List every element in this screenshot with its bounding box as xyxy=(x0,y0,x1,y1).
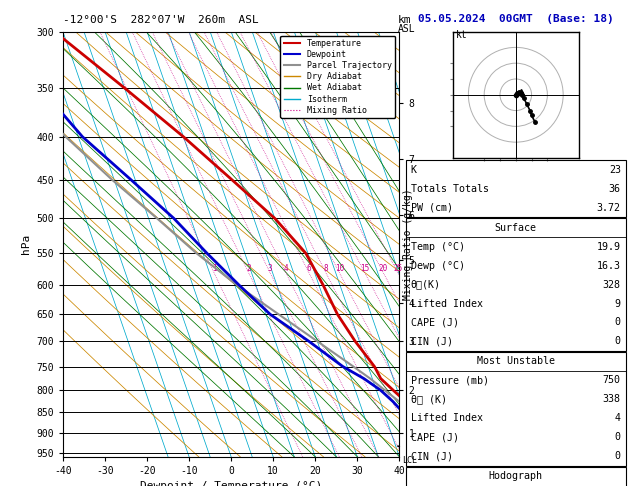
Text: 0: 0 xyxy=(615,336,621,347)
Text: 2: 2 xyxy=(247,263,251,273)
Text: 3.72: 3.72 xyxy=(597,203,621,213)
Text: 4: 4 xyxy=(615,413,621,423)
Text: 05.05.2024  00GMT  (Base: 18): 05.05.2024 00GMT (Base: 18) xyxy=(418,14,614,24)
Text: 0: 0 xyxy=(615,317,621,328)
Text: 4: 4 xyxy=(284,263,288,273)
Text: θᴄ(K): θᴄ(K) xyxy=(411,279,441,290)
Text: Lifted Index: Lifted Index xyxy=(411,298,482,309)
Text: 0: 0 xyxy=(615,451,621,461)
Text: 6: 6 xyxy=(306,263,311,273)
Text: Totals Totals: Totals Totals xyxy=(411,184,489,194)
Text: K: K xyxy=(411,165,417,175)
Text: 9: 9 xyxy=(615,298,621,309)
Text: km: km xyxy=(398,15,411,25)
Text: Most Unstable: Most Unstable xyxy=(477,356,555,366)
Text: Dewp (°C): Dewp (°C) xyxy=(411,260,465,271)
Text: kt: kt xyxy=(456,30,467,40)
Text: 8: 8 xyxy=(323,263,328,273)
Text: 20: 20 xyxy=(379,263,388,273)
Text: 16.3: 16.3 xyxy=(597,260,621,271)
Text: 36: 36 xyxy=(609,184,621,194)
X-axis label: Dewpoint / Temperature (°C): Dewpoint / Temperature (°C) xyxy=(140,482,322,486)
Y-axis label: hPa: hPa xyxy=(21,234,31,254)
Text: 10: 10 xyxy=(335,263,344,273)
Text: Temp (°C): Temp (°C) xyxy=(411,242,465,252)
Legend: Temperature, Dewpoint, Parcel Trajectory, Dry Adiabat, Wet Adiabat, Isotherm, Mi: Temperature, Dewpoint, Parcel Trajectory… xyxy=(281,36,395,118)
Text: CAPE (J): CAPE (J) xyxy=(411,317,459,328)
Text: 3: 3 xyxy=(268,263,272,273)
Text: Pressure (mb): Pressure (mb) xyxy=(411,375,489,385)
Text: CAPE (J): CAPE (J) xyxy=(411,432,459,442)
Text: 19.9: 19.9 xyxy=(597,242,621,252)
Text: ASL: ASL xyxy=(398,24,415,35)
Text: -12°00'S  282°07'W  260m  ASL: -12°00'S 282°07'W 260m ASL xyxy=(63,15,259,25)
Text: Mixing Ratio (g/kg): Mixing Ratio (g/kg) xyxy=(403,189,413,300)
Text: Lifted Index: Lifted Index xyxy=(411,413,482,423)
Text: 338: 338 xyxy=(603,394,621,404)
Text: 328: 328 xyxy=(603,279,621,290)
Text: Surface: Surface xyxy=(495,223,537,233)
Text: 15: 15 xyxy=(360,263,369,273)
Text: θᴄ (K): θᴄ (K) xyxy=(411,394,447,404)
Text: CIN (J): CIN (J) xyxy=(411,336,453,347)
Text: CIN (J): CIN (J) xyxy=(411,451,453,461)
Text: PW (cm): PW (cm) xyxy=(411,203,453,213)
Text: 0: 0 xyxy=(615,432,621,442)
Text: Hodograph: Hodograph xyxy=(489,471,543,481)
Text: 25: 25 xyxy=(393,263,403,273)
Text: 750: 750 xyxy=(603,375,621,385)
Text: 23: 23 xyxy=(609,165,621,175)
Text: 1: 1 xyxy=(212,263,216,273)
Text: LCL: LCL xyxy=(403,456,418,465)
